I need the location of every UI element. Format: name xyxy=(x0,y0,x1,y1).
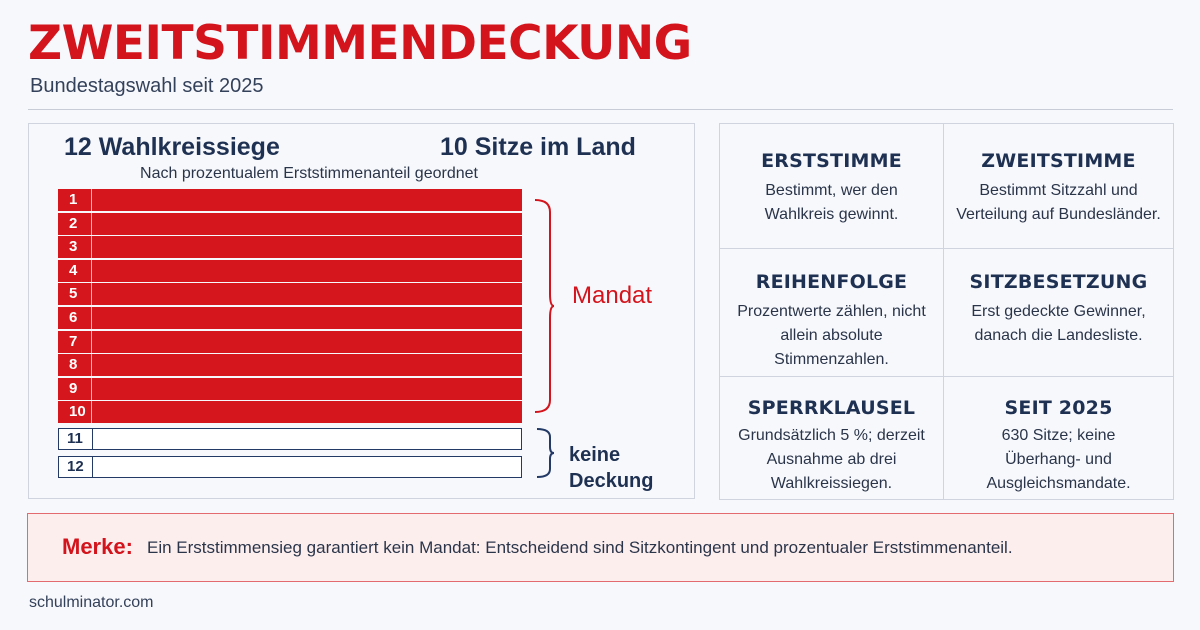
constituency-diagram: 12 Wahlkreissiege 10 Sitze im Land Nach … xyxy=(28,123,695,499)
card-seit-2025: SEIT 2025 630 Sitze; keine Überhang- und A… xyxy=(944,377,1173,499)
constituency-rank: 9 xyxy=(58,377,92,400)
card-text: Bestimmt, wer den Wahlkreis gewinnt. xyxy=(764,182,899,223)
constituency-rank: 10 xyxy=(58,401,92,424)
constituency-bar-covered: 1 xyxy=(58,189,522,211)
constituency-bar-covered: 5 xyxy=(58,283,522,306)
constituency-bar-covered: 3 xyxy=(58,236,522,259)
source-credit: schulminator.com xyxy=(29,594,154,611)
constituency-bar-covered: 9 xyxy=(58,377,522,400)
ordering-note: Nach prozentualem Erststimmenanteil geor… xyxy=(140,165,478,182)
constituency-bar-covered: 2 xyxy=(58,212,522,235)
card-title: SITZBESETZUNG xyxy=(969,271,1148,293)
card-title: SPERRKLAUSEL xyxy=(747,397,916,419)
card-sperrklausel: SPERRKLAUSEL Grundsätzlich 5 %; derzeit A… xyxy=(720,377,944,499)
card-erststimme: ERSTSTIMME Bestimmt, wer den Wahlkreis ge… xyxy=(720,124,944,249)
merke-text: Ein Erststimmensieg garantiert kein Mand… xyxy=(147,538,1013,557)
card-text: Bestimmt Sitzzahl und Verteilung auf Bund… xyxy=(956,182,1161,223)
mandat-bracket xyxy=(534,199,555,413)
info-card-grid: ERSTSTIMME Bestimmt, wer den Wahlkreis ge… xyxy=(719,123,1174,500)
constituency-rank: 12 xyxy=(59,457,93,477)
card-sitzbesetzung: SITZBESETZUNG Erst gedeckte Gewinner, dan… xyxy=(944,249,1173,377)
card-text: Grundsätzlich 5 %; derzeit Ausnahme ab dr… xyxy=(738,427,925,492)
merke-callout: Merke: Ein Erststimmensieg garantiert ke… xyxy=(27,513,1174,582)
constituency-bar-covered: 10 xyxy=(58,401,522,424)
constituency-rank: 2 xyxy=(58,212,92,235)
card-text: Erst gedeckte Gewinner, danach die Landes… xyxy=(971,303,1146,344)
constituency-rank: 11 xyxy=(59,429,93,449)
card-zweitstimme: ZWEITSTIMME Bestimmt Sitzzahl und Verteil… xyxy=(944,124,1173,249)
keine-deckung-label: keine Deckung xyxy=(569,444,654,492)
constituency-rank: 3 xyxy=(58,236,92,259)
constituency-bar-covered: 4 xyxy=(58,259,522,282)
constituency-rank: 5 xyxy=(58,283,92,306)
card-title: ERSTSTIMME xyxy=(761,150,902,172)
header-divider xyxy=(28,109,1173,110)
page-title: ZWEITSTIMMENDECKUNG xyxy=(28,16,692,71)
card-title: REIHENFOLGE xyxy=(755,271,908,293)
card-text: Prozentwerte zählen, nicht allein absolut… xyxy=(737,303,926,368)
heading-wahlkreissiege: 12 Wahlkreissiege xyxy=(64,133,280,161)
constituency-rank: 7 xyxy=(58,330,92,353)
constituency-rank: 8 xyxy=(58,354,92,377)
constituency-bar-covered: 8 xyxy=(58,354,522,377)
constituency-rank: 6 xyxy=(58,307,92,329)
page-subtitle: Bundestagswahl seit 2025 xyxy=(30,75,264,97)
constituency-bar-covered: 7 xyxy=(58,330,522,353)
card-title: SEIT 2025 xyxy=(1004,397,1113,419)
card-reihenfolge: REIHENFOLGE Prozentwerte zählen, nicht al… xyxy=(720,249,944,377)
merke-label: Merke: xyxy=(62,534,133,559)
constituency-rank: 1 xyxy=(58,189,92,211)
constituency-rank: 4 xyxy=(58,259,92,282)
constituency-bar-covered: 6 xyxy=(58,307,522,329)
keine-deckung-bracket xyxy=(536,428,555,478)
mandat-label: Mandat xyxy=(572,282,653,309)
card-title: ZWEITSTIMME xyxy=(981,150,1136,172)
heading-sitze-im-land: 10 Sitze im Land xyxy=(440,133,636,161)
constituency-bar-uncovered: 11 xyxy=(58,428,522,450)
constituency-bar-uncovered: 12 xyxy=(58,456,522,478)
card-text: 630 Sitze; keine Überhang- und Ausgleichsm… xyxy=(986,427,1131,492)
